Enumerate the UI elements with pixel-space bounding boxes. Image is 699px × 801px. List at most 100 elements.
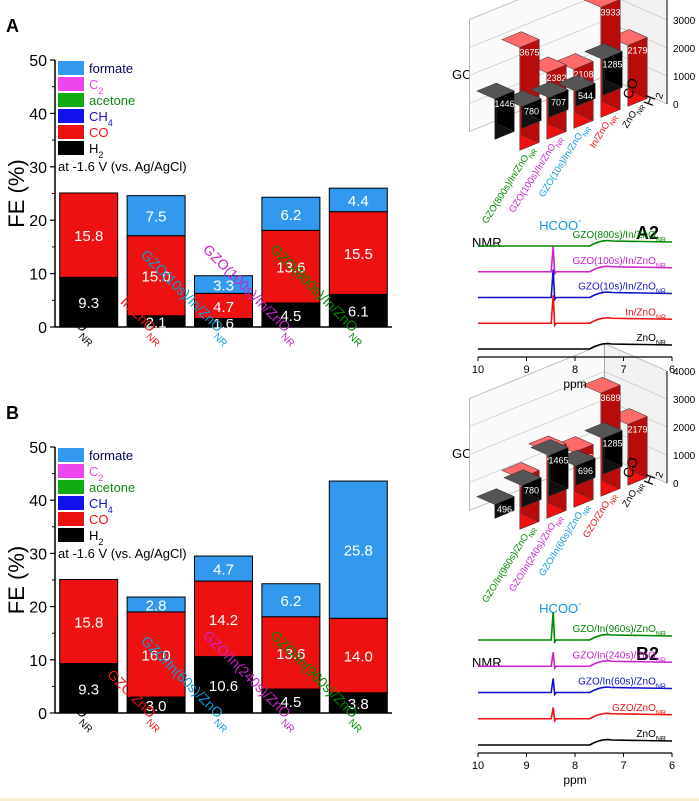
panelA-y-tick-label: 0 — [38, 320, 47, 337]
panelB2-series-label: GZO/ZnONR — [612, 703, 666, 717]
panelA-y-tick-label: 50 — [29, 53, 47, 70]
panelA1-bar-value-CO: 3933 — [600, 7, 620, 17]
panelB2-x-label: ppm — [563, 773, 586, 787]
panelB-bar-label-CO: 15.8 — [74, 614, 103, 631]
panelB1-z-label: ppm — [696, 412, 699, 441]
panelB-bar-label-H2: 3.0 — [146, 698, 167, 715]
panelB2-peak-label: HCOO — [539, 601, 578, 616]
panelB2-panel-letter: B2 — [636, 644, 659, 664]
panelA1-bar-value-CO: 2179 — [627, 45, 647, 55]
panelA2-x-tick-label: 7 — [620, 364, 626, 376]
panelB-bar-label-formate: 6.2 — [280, 593, 301, 610]
panelA-bar-formate — [126, 195, 186, 237]
panelB-bar-label-CO: 14.0 — [344, 649, 373, 666]
panelB2-series-label: GZO/In(240s)/ZnONR — [573, 650, 666, 664]
panelA2-series-label: ZnONR — [636, 333, 666, 347]
panelB-bar-label-H2: 4.5 — [280, 694, 301, 711]
panelB2-spectrum-line — [478, 707, 673, 723]
panelB-bar-formate — [328, 480, 388, 619]
panelB-y-tick-label: 40 — [29, 493, 47, 510]
panelB-bar-label-formate: 4.7 — [213, 562, 234, 579]
panelA-legend-label-H2: H2 — [89, 141, 103, 160]
panelB1-bar-top-H2 — [476, 488, 515, 505]
panelA-bar-label-CO: 15.5 — [344, 246, 373, 263]
panelA-legend-swatch-CO — [58, 125, 84, 139]
panelB-bar-CO — [59, 578, 119, 665]
panelB-legend-swatch-CO — [58, 512, 84, 526]
panelB2-spectrum-line — [478, 678, 673, 697]
panelB1-z-tick-label: 4000 — [673, 367, 696, 378]
panelB2-x-tick-label: 10 — [472, 760, 484, 772]
panelA-legend-swatch-acetone — [58, 93, 84, 107]
panelA-legend-label-C2H2: C2 — [89, 77, 103, 96]
panelB-bar-label-formate: 25.8 — [344, 543, 373, 560]
panelA-bar-label-formate: 3.3 — [213, 278, 234, 295]
panelB-legend-swatch-formate — [58, 448, 84, 462]
panelB-bar-label-H2: 10.6 — [209, 678, 238, 695]
panelA1-bar-top-H2 — [584, 43, 623, 60]
panelB2-spectrum-line — [478, 652, 673, 671]
panelA2-x-tick-label: 10 — [472, 364, 484, 376]
panelB-legend-label-CH4: CH4 — [89, 496, 113, 515]
panelB-bar-label-H2: 3.8 — [348, 696, 369, 713]
panelA-legend-swatch-H2 — [58, 141, 84, 155]
panelA2-x-tick-label: 9 — [523, 364, 529, 376]
panelA2-peak-label: HCOO — [539, 218, 578, 233]
panelB-bar-CO — [328, 617, 388, 694]
panelB-bar-label-CO: 14.2 — [209, 612, 238, 629]
panelB-legend-label-formate: formate — [89, 448, 133, 463]
panelA-bar-label-H2: 2.1 — [146, 314, 167, 331]
panelA-bar-label-formate: 7.5 — [146, 209, 167, 226]
panelA-bar-label-CO: 15.0 — [141, 269, 170, 286]
panelA1-title: GC — [452, 67, 472, 82]
panelB1-bar-top-H2 — [503, 469, 542, 486]
panelA1-grid-line — [620, 0, 668, 21]
panelA-bar-label-CO: 13.6 — [276, 260, 305, 277]
panelA-bar-CO — [261, 229, 321, 304]
panelA1-z-tick-label: 1000 — [673, 72, 696, 83]
panelA-bar-label-H2: 1.6 — [213, 316, 234, 333]
panelB2-title: NMR — [472, 655, 502, 670]
panelB2-peak-label-charge: - — [578, 599, 581, 610]
panelA2-series-label: GZO(10s)/In/ZnONR — [578, 282, 666, 296]
panelA-y-tick-label: 20 — [29, 213, 47, 230]
panelB-legend-swatch-C2H2 — [58, 464, 84, 478]
panelB1-bar-value-H2: 780 — [524, 486, 539, 496]
panelA-bar-formate — [328, 187, 388, 213]
panelA-y-label: FE (%) — [4, 159, 29, 227]
panelA-bar-label-formate: 6.2 — [280, 207, 301, 224]
panelB2-x-tick-label: 8 — [572, 760, 578, 772]
panelA1-bar-top-H2 — [476, 82, 515, 100]
panelB2-chart: B2 10 9 8 7 6 ppm NMR HCOO - GZO/In(960s)/ZnONR GZO… — [472, 599, 675, 787]
panelB2-series-label: ZnONR — [636, 729, 666, 743]
panelB-bar-label-H2: 9.3 — [78, 681, 99, 698]
panelB1-bar-value-H2: 1285 — [602, 438, 622, 448]
panelB1-row-label-CO: CO — [619, 455, 641, 480]
panelB1-row-label-H2: H2 — [640, 466, 666, 489]
panelA-legend-swatch-CH4 — [58, 109, 84, 123]
panelB1-title: GC — [452, 446, 472, 461]
panelA1-bar-value-H2: 780 — [524, 107, 539, 117]
panelB-bar-H2 — [194, 656, 253, 714]
panelA2-x-tick-label: 8 — [572, 364, 578, 376]
panelB2-spectrum-line — [478, 611, 673, 645]
panelB2-x-tick-label: 9 — [523, 760, 529, 772]
panelB-legend-label-H2: H2 — [89, 528, 103, 547]
panelA2-series-label: GZO(100s)/In/ZnONR — [573, 256, 666, 270]
panelA1-z-label: ppm — [696, 33, 699, 62]
bottom-edge-strip — [0, 798, 699, 801]
panelB-condition-label: at -1.6 V (vs. Ag/AgCl) — [58, 546, 187, 561]
panelA1-category-label: ZnONR — [620, 100, 647, 131]
panelA1-bar-value-H2: 544 — [578, 91, 593, 101]
panelA-bar-label-H2: 4.5 — [280, 308, 301, 325]
panelB-legend-label-acetone: acetone — [89, 480, 135, 495]
panelA-bar-label-H2: 9.3 — [78, 295, 99, 312]
panelA1-bar-value-H2: 1446 — [494, 99, 514, 109]
panelA1-bar-value-H2: 707 — [551, 98, 566, 108]
panelA-bar-H2 — [59, 276, 119, 328]
panelA2-panel-letter: A2 — [636, 223, 659, 243]
panelA-panel-letter: A — [6, 16, 19, 36]
panelA-bar-label-CO: 15.8 — [74, 228, 103, 245]
